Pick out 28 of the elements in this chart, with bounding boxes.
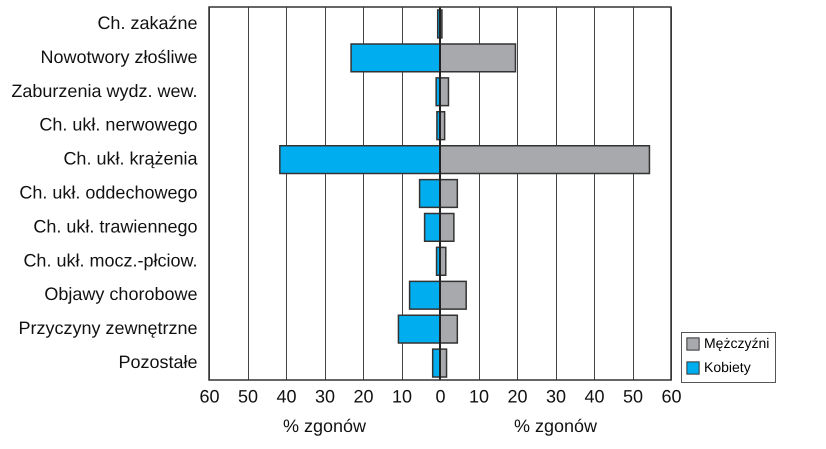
x-tick-label: 50	[238, 386, 258, 406]
y-tick-label: Przyczyny zewnętrzne	[18, 318, 198, 338]
x-tick-label: 30	[314, 386, 336, 406]
x-tick-label: 10	[468, 386, 490, 406]
y-tick-label: Pozostałe	[118, 352, 198, 372]
x-axis-title: % zgonów	[282, 416, 368, 436]
x-tick-label: 20	[353, 386, 374, 406]
y-tick-label: Ch. ukł. nerwowego	[39, 114, 198, 135]
y-tick-label: Ch. ukł. mocz.-płciow.	[23, 250, 198, 270]
y-tick-label: Nowotwory złośliwe	[40, 46, 198, 67]
y-tick-label: Ch. ukł. oddechowego	[19, 182, 198, 202]
legend-label: Kobiety	[704, 359, 751, 375]
y-tick-label: Ch. zakaźne	[97, 12, 198, 33]
x-tick-label: 20	[507, 386, 528, 406]
y-tick-label: Zaburzenia wydz. wew.	[11, 80, 198, 101]
x-tick-label: 50	[622, 386, 644, 406]
y-tick-label: Objawy chorobowe	[44, 284, 198, 304]
x-tick-label: 0	[435, 386, 446, 406]
y-tick-label: Ch. ukł. krążenia	[63, 148, 198, 169]
text: % zgonów	[514, 416, 598, 436]
y-tick-label: Ch. ukł. trawiennego	[33, 216, 198, 236]
legend-label: Mężczyźni	[704, 335, 770, 351]
x-tick-label: 10	[392, 386, 412, 406]
x-tick-label: 40	[584, 386, 605, 406]
x-tick-label: 40	[276, 386, 297, 406]
x-tick-label: 60	[661, 386, 682, 406]
x-tick-label: 30	[546, 386, 566, 406]
x-tick-label: 60	[199, 386, 220, 406]
